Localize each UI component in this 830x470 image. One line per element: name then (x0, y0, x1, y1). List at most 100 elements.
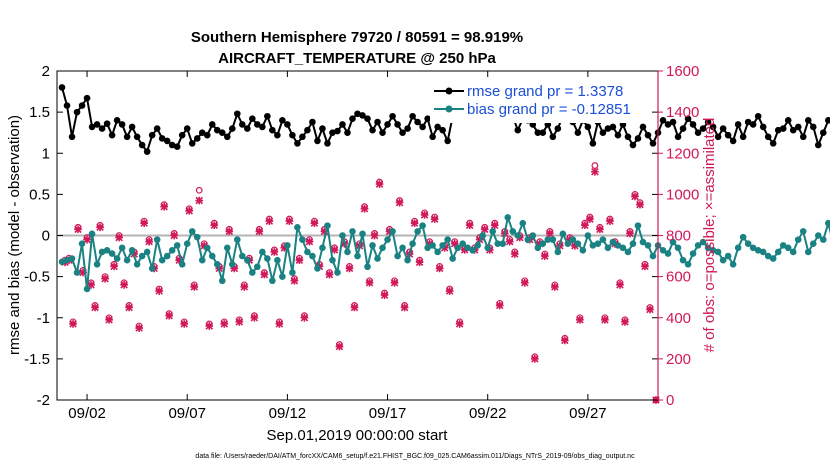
rmse-point (574, 129, 582, 136)
bias-point (304, 248, 311, 256)
bias-point (284, 242, 291, 249)
obs-assimilated-marker (350, 303, 359, 312)
bias-point (339, 232, 346, 239)
rmse-point (264, 112, 271, 120)
bias-point (83, 285, 91, 293)
rmse-point (339, 121, 346, 128)
bias-point (244, 256, 251, 264)
bias-point (529, 232, 537, 239)
obs-assimilated-marker (200, 241, 209, 250)
rmse-point (549, 133, 557, 141)
bias-point (819, 236, 827, 243)
rmse-point (244, 125, 251, 132)
bias-point (254, 263, 261, 271)
rmse-point (659, 117, 667, 124)
bias-point (544, 236, 552, 243)
obs-assimilated-marker (270, 248, 279, 256)
bias-series (58, 214, 830, 293)
bias-point (734, 244, 742, 252)
obs-assimilated-marker (400, 303, 409, 312)
bias-point (569, 236, 577, 243)
rmse-point (223, 133, 231, 141)
rmse-point (148, 131, 156, 139)
bias-point (659, 247, 667, 254)
obs-assimilated-marker (631, 192, 639, 201)
obs-assimilated-marker (280, 243, 289, 252)
rmse-point (108, 131, 116, 139)
bias-point (589, 242, 597, 249)
obs-assimilated-marker (325, 270, 334, 279)
obs-assimilated-marker (606, 217, 614, 225)
bias-point (739, 233, 747, 241)
rmse-point (274, 131, 281, 139)
bias-point (499, 240, 507, 248)
rmse-point (269, 126, 276, 134)
obs-assimilated-marker (160, 202, 169, 211)
y-tick-label: 0.5 (29, 186, 50, 203)
bias-point (634, 222, 642, 229)
bias-point (519, 219, 527, 227)
rmse-point (153, 125, 161, 132)
bias-point (389, 228, 396, 235)
bias-point (299, 236, 306, 243)
bias-point (264, 255, 271, 262)
bias-point (279, 273, 286, 280)
bias-point (73, 269, 81, 276)
rmse-point (394, 121, 401, 128)
obs-assimilated-marker (505, 237, 514, 246)
obs-assimilated-marker (110, 262, 118, 271)
bias-point (599, 236, 607, 243)
x-tick-label: 09/07 (168, 405, 206, 422)
y2-tick-label: 0 (666, 392, 674, 409)
data-file-footer: data file: /Users/raeder/DAI/ATM_forcXX/… (195, 453, 635, 460)
rmse-point (799, 133, 807, 141)
obs-assimilated-marker (125, 303, 133, 312)
bias-point (379, 244, 386, 252)
bias-point (88, 230, 96, 238)
bias-point (469, 247, 476, 254)
bias-point (709, 247, 717, 254)
obs-assimilated-marker (140, 219, 148, 228)
rmse-point (424, 115, 431, 123)
y-tick-label: 1 (42, 145, 50, 162)
bias-point (218, 277, 226, 285)
bias-point (188, 228, 196, 235)
rmse-point (724, 131, 732, 139)
bias-point (148, 265, 156, 272)
rmse-point (694, 129, 702, 136)
rmse-point (804, 117, 812, 124)
rmse-point (254, 121, 261, 128)
y2-tick-label: 200 (666, 351, 691, 368)
y-axis-label: rmse and bias (model - observation) (6, 115, 23, 355)
rmse-point (414, 118, 421, 126)
bias-point (128, 247, 136, 254)
bias-point (439, 242, 446, 249)
rmse-point (789, 126, 797, 134)
rmse-point (198, 129, 206, 136)
obs-assimilated-marker (180, 320, 189, 328)
y2-tick-label: 1200 (666, 145, 699, 162)
rmse-point (629, 141, 637, 149)
bias-point (208, 252, 216, 260)
rmse-point (364, 115, 371, 123)
rmse-point (809, 123, 817, 131)
bias-point (489, 228, 497, 235)
rmse-point (123, 133, 131, 141)
obs-assimilated-marker (220, 320, 229, 328)
rmse-point (764, 133, 772, 141)
rmse-point (439, 126, 446, 134)
obs-assimilated-marker (210, 221, 219, 230)
rmse-point (539, 129, 547, 136)
rmse-point (514, 126, 522, 134)
rmse-point (739, 133, 747, 141)
rmse-point (399, 129, 406, 136)
bias-point (514, 232, 522, 239)
rmse-point (774, 126, 782, 134)
rmse-point (734, 121, 742, 128)
obs-assimilated-marker (375, 180, 384, 188)
bias-point (444, 236, 451, 243)
bias-point (579, 247, 587, 254)
bias-point (118, 244, 126, 252)
bias-point (744, 240, 752, 248)
rmse-point (249, 115, 256, 123)
